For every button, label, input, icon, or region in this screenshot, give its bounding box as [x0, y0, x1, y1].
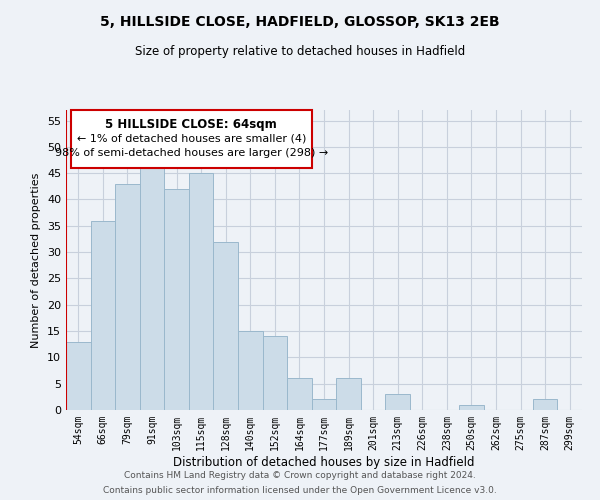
Y-axis label: Number of detached properties: Number of detached properties	[31, 172, 41, 348]
Bar	[91, 220, 115, 410]
Bar	[238, 331, 263, 410]
Text: 98% of semi-detached houses are larger (298) →: 98% of semi-detached houses are larger (…	[55, 148, 328, 158]
Text: 5 HILLSIDE CLOSE: 64sqm: 5 HILLSIDE CLOSE: 64sqm	[106, 118, 277, 131]
Bar	[385, 394, 410, 410]
Text: Size of property relative to detached houses in Hadfield: Size of property relative to detached ho…	[135, 45, 465, 58]
Bar	[140, 168, 164, 410]
Bar	[312, 400, 336, 410]
Bar	[214, 242, 238, 410]
FancyBboxPatch shape	[71, 110, 312, 168]
Bar	[164, 189, 189, 410]
X-axis label: Distribution of detached houses by size in Hadfield: Distribution of detached houses by size …	[173, 456, 475, 468]
Bar	[287, 378, 312, 410]
Text: 5, HILLSIDE CLOSE, HADFIELD, GLOSSOP, SK13 2EB: 5, HILLSIDE CLOSE, HADFIELD, GLOSSOP, SK…	[100, 15, 500, 29]
Bar	[66, 342, 91, 410]
Bar	[115, 184, 140, 410]
Text: Contains public sector information licensed under the Open Government Licence v3: Contains public sector information licen…	[103, 486, 497, 495]
Bar	[336, 378, 361, 410]
Bar	[533, 400, 557, 410]
Text: ← 1% of detached houses are smaller (4): ← 1% of detached houses are smaller (4)	[77, 134, 306, 143]
Bar	[263, 336, 287, 410]
Bar	[459, 404, 484, 410]
Text: Contains HM Land Registry data © Crown copyright and database right 2024.: Contains HM Land Registry data © Crown c…	[124, 471, 476, 480]
Bar	[189, 173, 214, 410]
